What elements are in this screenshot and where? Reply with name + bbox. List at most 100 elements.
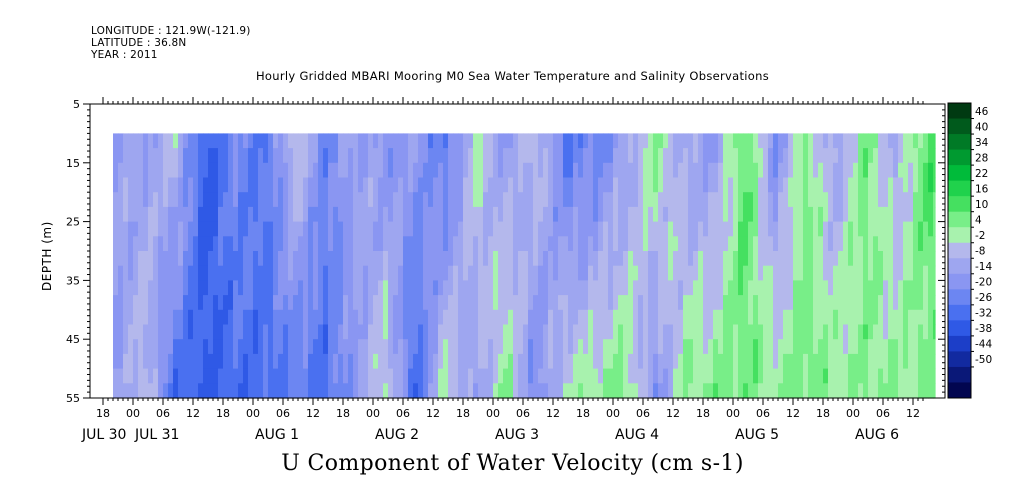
heatmap-cell [698, 324, 704, 340]
heatmap-cell [768, 177, 774, 193]
heatmap-cell [248, 339, 254, 355]
heatmap-cell [643, 206, 649, 223]
heatmap-cell [373, 148, 379, 164]
heatmap-cell [243, 251, 249, 267]
heatmap-cell [403, 265, 409, 281]
heatmap-cell [383, 353, 389, 370]
heatmap-cell [693, 162, 699, 179]
heatmap-cell [313, 177, 319, 193]
heatmap-cells [113, 133, 936, 399]
heatmap-cell [898, 339, 904, 355]
heatmap-cell [878, 177, 884, 193]
heatmap-cell [593, 309, 599, 326]
heatmap-cell [438, 236, 444, 252]
heatmap-cell [503, 192, 509, 208]
heatmap-cell [578, 368, 584, 384]
heatmap-cell [448, 148, 454, 164]
heatmap-cell [728, 280, 734, 296]
heatmap-cell [623, 206, 629, 223]
heatmap-cell [783, 133, 789, 149]
heatmap-cell [488, 265, 494, 281]
heatmap-cell [668, 339, 674, 355]
heatmap-cell [438, 324, 444, 340]
heatmap-cell [283, 309, 289, 326]
heatmap-cell [703, 295, 709, 311]
heatmap-cell [593, 324, 599, 340]
heatmap-cell [493, 192, 499, 208]
heatmap-cell [328, 295, 334, 311]
heatmap-cell [788, 324, 794, 340]
heatmap-cell [338, 148, 344, 164]
heatmap-cell [668, 251, 674, 267]
heatmap-cell [733, 339, 739, 355]
heatmap-cell [308, 133, 314, 149]
heatmap-cell [753, 162, 759, 179]
heatmap-cell [738, 324, 744, 340]
heatmap-cell [658, 368, 664, 384]
heatmap-cell [933, 353, 936, 370]
heatmap-cell [793, 353, 799, 370]
heatmap-cell [663, 339, 669, 355]
heatmap-cell [128, 339, 134, 355]
heatmap-cell [773, 383, 779, 399]
heatmap-cell [658, 133, 664, 149]
heatmap-cell [393, 133, 399, 149]
heatmap-cell [918, 177, 924, 193]
heatmap-cell [773, 368, 779, 384]
heatmap-cell [613, 265, 619, 281]
heatmap-cell [893, 236, 899, 252]
heatmap-cell [713, 309, 719, 326]
heatmap-cell [438, 309, 444, 326]
heatmap-cell [723, 309, 729, 326]
heatmap-cell [553, 192, 559, 208]
heatmap-cell [618, 133, 624, 149]
heatmap-cell [238, 295, 244, 311]
heatmap-cell [588, 221, 594, 237]
heatmap-cell [528, 206, 534, 223]
heatmap-cell [728, 221, 734, 237]
heatmap-cell [658, 192, 664, 208]
heatmap-cell [803, 251, 809, 267]
heatmap-cell [158, 339, 164, 355]
heatmap-cell [298, 324, 304, 340]
heatmap-cell [643, 280, 649, 296]
heatmap-cell [568, 206, 574, 223]
heatmap-cell [633, 206, 639, 223]
heatmap-cell [733, 192, 739, 208]
heatmap-cell [933, 251, 936, 267]
heatmap-cell [713, 133, 719, 149]
heatmap-cell [648, 353, 654, 370]
heatmap-cell [768, 236, 774, 252]
heatmap-cell [678, 295, 684, 311]
heatmap-cell [688, 206, 694, 223]
heatmap-cell [118, 162, 124, 179]
heatmap-cell [238, 206, 244, 223]
heatmap-cell [308, 221, 314, 237]
heatmap-cell [138, 148, 144, 164]
heatmap-cell [323, 251, 329, 267]
heatmap-cell [358, 295, 364, 311]
heatmap-cell [358, 280, 364, 296]
heatmap-cell [198, 383, 204, 399]
colorbar-label: 40 [975, 121, 988, 133]
heatmap-cell [468, 280, 474, 296]
colorbar-label: 22 [975, 168, 988, 180]
heatmap-cell [618, 280, 624, 296]
heatmap-cell [463, 133, 469, 149]
heatmap-cell [353, 383, 359, 399]
heatmap-cell [733, 280, 739, 296]
heatmap-cell [853, 177, 859, 193]
heatmap-cell [788, 236, 794, 252]
heatmap-cell [258, 353, 264, 370]
heatmap-cell [708, 383, 714, 399]
heatmap-cell [783, 280, 789, 296]
heatmap-cell [633, 295, 639, 311]
heatmap-cell [773, 309, 779, 326]
heatmap-cell [113, 133, 119, 149]
heatmap-cell [168, 236, 174, 252]
heatmap-cell [533, 251, 539, 267]
heatmap-cell [348, 206, 354, 223]
heatmap-cell [523, 236, 529, 252]
heatmap-cell [208, 353, 214, 370]
heatmap-cell [858, 309, 864, 326]
